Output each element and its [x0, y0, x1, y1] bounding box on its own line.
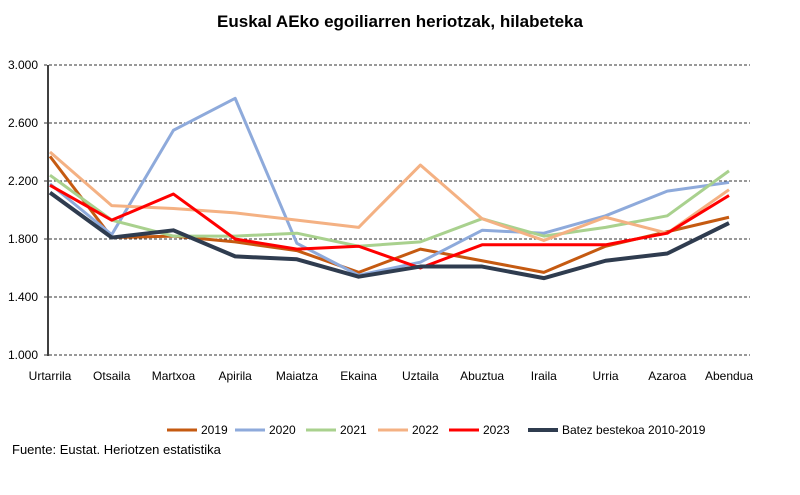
y-tick-label: 3.000	[8, 58, 38, 72]
series-line-2019	[48, 155, 730, 274]
y-tick-label: 1.800	[8, 232, 38, 246]
series-line-2022	[49, 150, 730, 242]
series-line-2023	[49, 184, 730, 270]
legend-label: 2021	[340, 423, 367, 437]
y-tick-label: 2.600	[8, 116, 38, 130]
x-tick-label: Azaroa	[648, 369, 686, 383]
x-tick-label: Urria	[593, 369, 619, 383]
x-tick-label: Uztaila	[402, 369, 439, 383]
legend-label: Batez bestekoa 2010-2019	[562, 423, 706, 437]
x-tick-label: Abuztua	[460, 369, 504, 383]
x-tick-label: Maiatza	[276, 369, 318, 383]
y-tick-label: 2.200	[8, 174, 38, 188]
x-tick-label: Otsaila	[93, 369, 131, 383]
x-tick-label: Martxoa	[152, 369, 196, 383]
y-tick-label: 1.400	[8, 290, 38, 304]
legend-label: 2023	[483, 423, 510, 437]
source-note: Fuente: Eustat. Heriotzen estatistika	[12, 442, 221, 457]
series-line-2020	[49, 96, 730, 277]
legend-label: 2022	[412, 423, 439, 437]
series-line-Batez-bestekoa-2010-2019	[48, 190, 730, 281]
legend-label: 2020	[269, 423, 296, 437]
x-tick-label: Iraila	[531, 369, 557, 383]
y-tick-label: 1.000	[8, 348, 38, 362]
x-tick-label: Abendua	[705, 369, 753, 383]
x-tick-label: Urtarrila	[29, 369, 72, 383]
legend-label: 2019	[201, 423, 228, 437]
x-tick-label: Apirila	[219, 369, 253, 383]
x-tick-label: Ekaina	[340, 369, 377, 383]
chart-title: Euskal AEko egoiliarren heriotzak, hilab…	[217, 12, 583, 31]
